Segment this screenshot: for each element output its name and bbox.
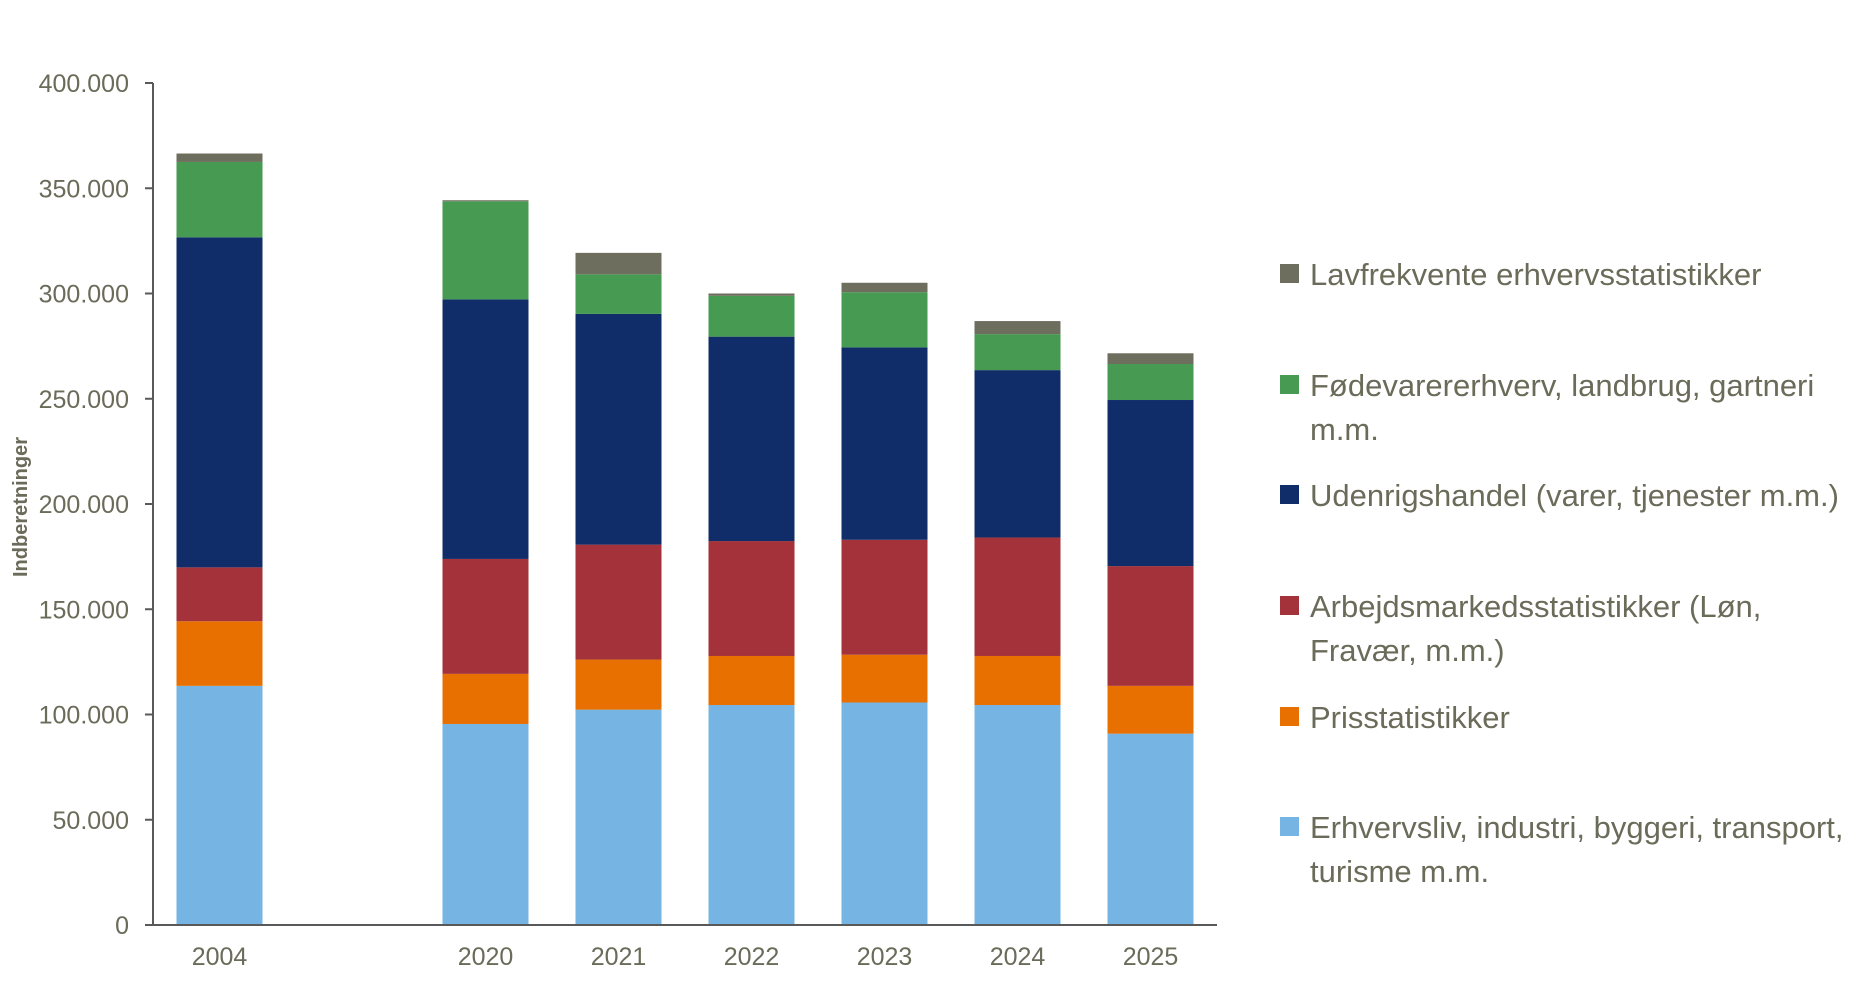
bar-segment-2023-4 bbox=[841, 292, 928, 348]
bar-segment-2020-2 bbox=[442, 558, 529, 674]
bar-segment-2022-0 bbox=[708, 705, 795, 925]
bar-segment-2020-4 bbox=[442, 201, 529, 300]
legend-label: Lavfrekvente erhvervsstatistikker bbox=[1310, 257, 1761, 292]
legend-label: m.m. bbox=[1310, 412, 1379, 447]
bar-segment-2025-3 bbox=[1107, 400, 1194, 567]
legend: Lavfrekvente erhvervsstatistikker Fødevar… bbox=[1280, 257, 1844, 889]
bar-segment-2025-4 bbox=[1107, 364, 1194, 401]
legend-label: Udenrigshandel (varer, tjenester m.m.) bbox=[1310, 478, 1839, 513]
legend-label: Arbejdsmarkedsstatistikker (Løn, bbox=[1310, 589, 1761, 624]
bar-segment-2024-5 bbox=[974, 321, 1061, 335]
bars bbox=[176, 153, 1194, 925]
legend-swatch bbox=[1280, 264, 1299, 283]
bar-segment-2024-3 bbox=[974, 370, 1061, 538]
legend-swatch bbox=[1280, 485, 1299, 504]
bar-segment-2021-1 bbox=[575, 659, 662, 710]
bar-segment-2021-4 bbox=[575, 274, 662, 314]
y-axis-title: Indberetninger bbox=[10, 437, 32, 577]
y-tick-label: 0 bbox=[115, 912, 129, 940]
x-tick-label: 2022 bbox=[724, 943, 780, 971]
bar-segment-2022-5 bbox=[708, 293, 795, 296]
legend-label: Erhvervsliv, industri, byggeri, transpor… bbox=[1310, 810, 1844, 845]
legend-label: Fødevarererhverv, landbrug, gartneri bbox=[1310, 368, 1814, 403]
y-tick-label: 300.000 bbox=[39, 281, 129, 309]
x-tick-label: 2021 bbox=[591, 943, 647, 971]
legend-swatch bbox=[1280, 817, 1299, 836]
bar-segment-2020-1 bbox=[442, 673, 529, 724]
y-tick-label: 400.000 bbox=[39, 70, 129, 98]
y-tick-label: 250.000 bbox=[39, 386, 129, 414]
bar-segment-2023-1 bbox=[841, 654, 928, 703]
bar-segment-2020-3 bbox=[442, 299, 529, 559]
y-tick-label: 350.000 bbox=[39, 175, 129, 203]
x-tick-label: 2004 bbox=[192, 943, 248, 971]
legend-swatch bbox=[1280, 707, 1299, 726]
bar-segment-2004-0 bbox=[176, 685, 263, 925]
bar-segment-2021-0 bbox=[575, 709, 662, 925]
bar-segment-2024-1 bbox=[974, 655, 1061, 706]
legend-swatch bbox=[1280, 596, 1299, 615]
x-tick-label: 2024 bbox=[990, 943, 1046, 971]
bar-segment-2021-3 bbox=[575, 313, 662, 545]
y-tick-label: 100.000 bbox=[39, 702, 129, 730]
bar-segment-2023-2 bbox=[841, 539, 928, 655]
bar-segment-2025-2 bbox=[1107, 566, 1194, 686]
bar-segment-2021-5 bbox=[575, 252, 662, 275]
y-tick-label: 50.000 bbox=[53, 807, 129, 835]
bar-segment-2022-1 bbox=[708, 655, 795, 706]
bar-segment-2004-2 bbox=[176, 567, 263, 622]
x-tick-label: 2020 bbox=[458, 943, 514, 971]
bar-segment-2020-0 bbox=[442, 723, 529, 925]
bar-segment-2024-0 bbox=[974, 705, 1061, 925]
bar-segment-2023-5 bbox=[841, 282, 928, 293]
bar-segment-2022-3 bbox=[708, 336, 795, 542]
bar-segment-2025-1 bbox=[1107, 685, 1194, 734]
bar-segment-2004-4 bbox=[176, 161, 263, 238]
bar-segment-2022-4 bbox=[708, 295, 795, 337]
y-tick-label: 200.000 bbox=[39, 491, 129, 519]
legend-swatch bbox=[1280, 375, 1299, 394]
bar-segment-2025-0 bbox=[1107, 733, 1194, 925]
bar-segment-2020-5 bbox=[442, 200, 529, 202]
x-tick-label: 2025 bbox=[1123, 943, 1179, 971]
bar-segment-2025-5 bbox=[1107, 353, 1194, 365]
y-tick-label: 150.000 bbox=[39, 596, 129, 624]
legend-label: turisme m.m. bbox=[1310, 854, 1489, 889]
legend-label: Prisstatistikker bbox=[1310, 700, 1510, 735]
bar-segment-2022-2 bbox=[708, 541, 795, 656]
bar-segment-2024-2 bbox=[974, 537, 1061, 656]
bar-segment-2004-1 bbox=[176, 621, 263, 686]
bar-segment-2024-4 bbox=[974, 334, 1061, 371]
bar-segment-2021-2 bbox=[575, 544, 662, 660]
bar-segment-2023-0 bbox=[841, 702, 928, 925]
x-tick-label: 2023 bbox=[857, 943, 913, 971]
axes: 2004 2020 2021 2022 2023 2024 2025 0 50.000 100.0… bbox=[39, 70, 1217, 971]
bar-segment-2023-3 bbox=[841, 347, 928, 540]
bar-segment-2004-5 bbox=[176, 153, 263, 162]
bar-segment-2004-3 bbox=[176, 237, 263, 568]
legend-label: Fravær, m.m.) bbox=[1310, 633, 1505, 668]
